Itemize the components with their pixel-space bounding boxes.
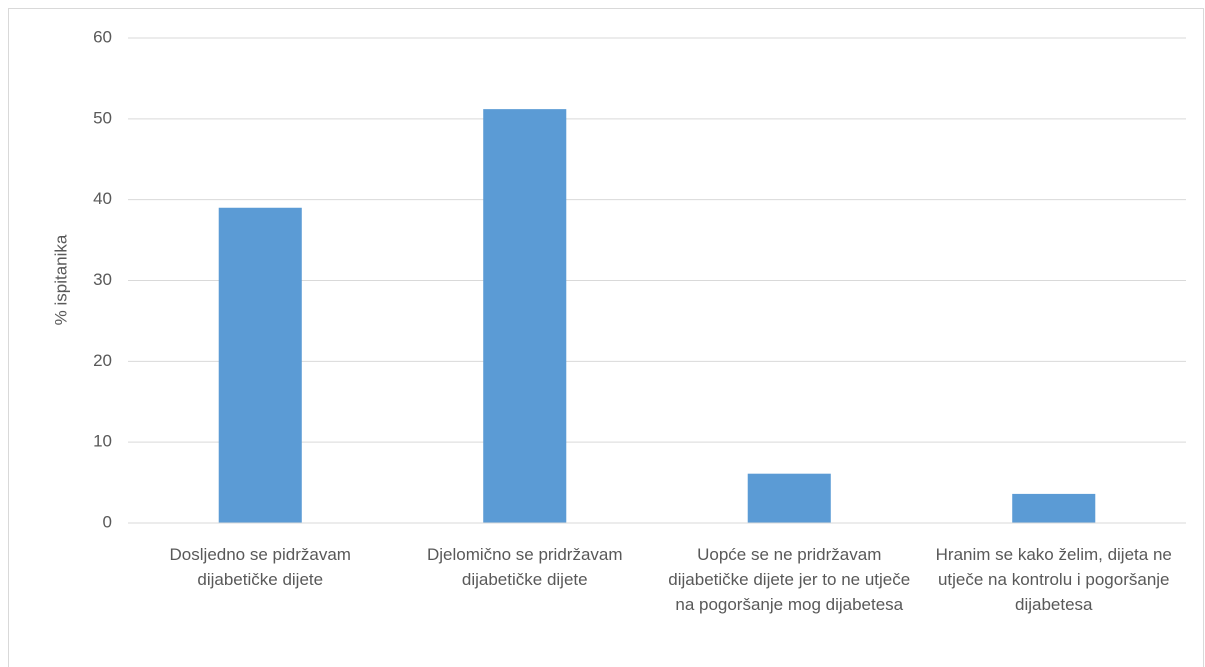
x-tick-label: Dosljedno se pidržavam dijabetičke dijet… [169, 545, 351, 589]
y-tick-label: 0 [103, 512, 112, 531]
y-tick-label: 20 [93, 351, 112, 370]
bar [747, 473, 831, 523]
y-tick-label: 10 [93, 432, 112, 451]
y-tick-label: 30 [93, 270, 112, 289]
x-tick-label: Hranim se kako želim, dijeta ne utječe n… [935, 545, 1172, 614]
bar [218, 207, 302, 523]
x-tick-label: Djelomično se pridržavam dijabetičke dij… [426, 545, 623, 589]
chart-border [8, 8, 1204, 667]
y-tick-label: 40 [93, 189, 112, 208]
y-tick-label: 50 [93, 108, 112, 127]
x-tick-label: Uopće se ne pridržavam dijabetičke dijet… [668, 545, 911, 614]
bar [483, 109, 567, 523]
y-axis-label: % ispitanika [51, 234, 70, 325]
bar [1012, 493, 1096, 523]
y-tick-label: 60 [93, 27, 112, 46]
